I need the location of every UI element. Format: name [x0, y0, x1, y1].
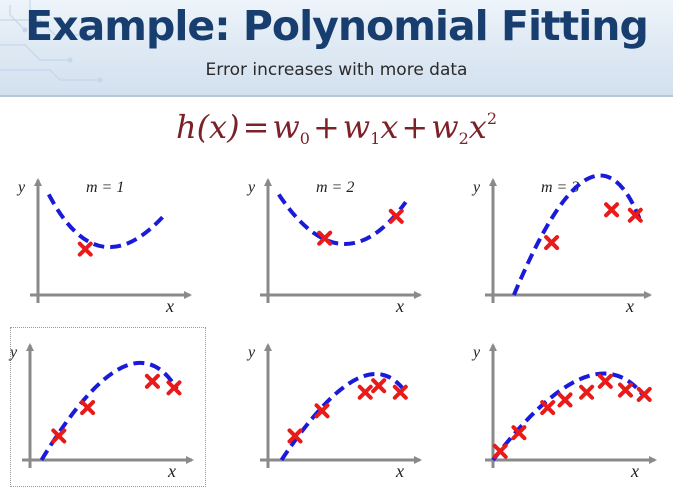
fit-panel-1: y x m = 1: [16, 178, 192, 316]
fit-panel-4: yx: [8, 343, 194, 481]
fit-panel-5: yx: [246, 343, 422, 481]
slide-subtitle: Error increases with more data: [205, 60, 468, 80]
y-axis-label: y: [246, 179, 256, 196]
data-point-marker: [392, 384, 408, 400]
fit-panel-6: yx: [471, 343, 657, 481]
data-point-marker: [144, 373, 160, 389]
data-point-marker: [636, 386, 652, 402]
data-point-marker: [287, 428, 303, 444]
y-axis-label: y: [8, 344, 18, 361]
data-point-marker: [597, 373, 613, 389]
formula-w0-subscript: 0: [299, 129, 310, 148]
formula-equals: =: [242, 108, 270, 146]
data-point-marker: [77, 241, 93, 257]
y-axis-label: y: [471, 179, 481, 196]
x-axis-label: x: [395, 461, 404, 481]
data-point-marker: [540, 400, 556, 416]
highlighted-plot-frame: [10, 327, 206, 487]
formula-x2-superscript: 2: [486, 109, 498, 128]
x-axis-label: x: [395, 296, 404, 316]
formula-lhs: h(x): [175, 108, 240, 146]
x-axis-label: x: [167, 461, 176, 481]
slide-title: Example: Polynomial Fitting: [25, 2, 649, 50]
formula-w0: w: [272, 108, 300, 146]
y-axis-label: y: [16, 179, 26, 196]
hypothesis-formula: h(x)=w0+w1x+w2x2: [0, 108, 673, 148]
circuit-pattern-decoration: [0, 0, 103, 83]
x-axis-label: x: [630, 461, 639, 481]
data-point-marker: [557, 392, 573, 408]
fit-curve: [279, 372, 408, 462]
fit-curve: [39, 361, 179, 462]
formula-plus-1: +: [312, 108, 340, 146]
panel-label: m = 1: [86, 179, 124, 196]
data-point-marker: [166, 380, 182, 396]
x-axis-label: x: [165, 296, 174, 316]
data-point-marker: [357, 384, 373, 400]
data-point-marker: [51, 428, 67, 444]
fit-curve: [47, 193, 168, 250]
y-axis-label: y: [246, 344, 256, 361]
data-point-marker: [604, 202, 620, 218]
formula-w1-subscript: 1: [370, 129, 381, 148]
fit-panel-3: y x m = 3: [471, 173, 652, 316]
data-point-marker: [80, 400, 96, 416]
x-axis-label: x: [625, 296, 634, 316]
data-point-marker: [371, 378, 387, 394]
data-point-marker: [617, 382, 633, 398]
data-point-marker: [314, 403, 330, 419]
fit-panel-2: y x m = 2: [246, 178, 422, 316]
data-point-marker: [511, 425, 527, 441]
data-point-marker: [627, 207, 643, 223]
fit-curve: [512, 173, 642, 296]
fit-curve: [277, 193, 408, 246]
slide-header: Example: Polynomial Fitting Error increa…: [0, 0, 673, 97]
formula-plus-2: +: [401, 108, 429, 146]
y-axis-label: y: [471, 344, 481, 361]
data-point-marker: [388, 208, 404, 224]
formula-w1: w: [342, 108, 371, 146]
formula-w2-subscript: 2: [458, 129, 469, 148]
data-point-marker: [492, 443, 508, 459]
formula-x1: x: [380, 108, 399, 146]
formula-x2: x: [468, 108, 487, 146]
panel-label: m = 3: [541, 179, 579, 196]
data-point-marker: [544, 235, 560, 251]
formula-w2: w: [431, 108, 459, 146]
panel-label: m = 2: [316, 179, 354, 196]
data-point-marker: [579, 384, 595, 400]
data-point-marker: [317, 230, 333, 246]
